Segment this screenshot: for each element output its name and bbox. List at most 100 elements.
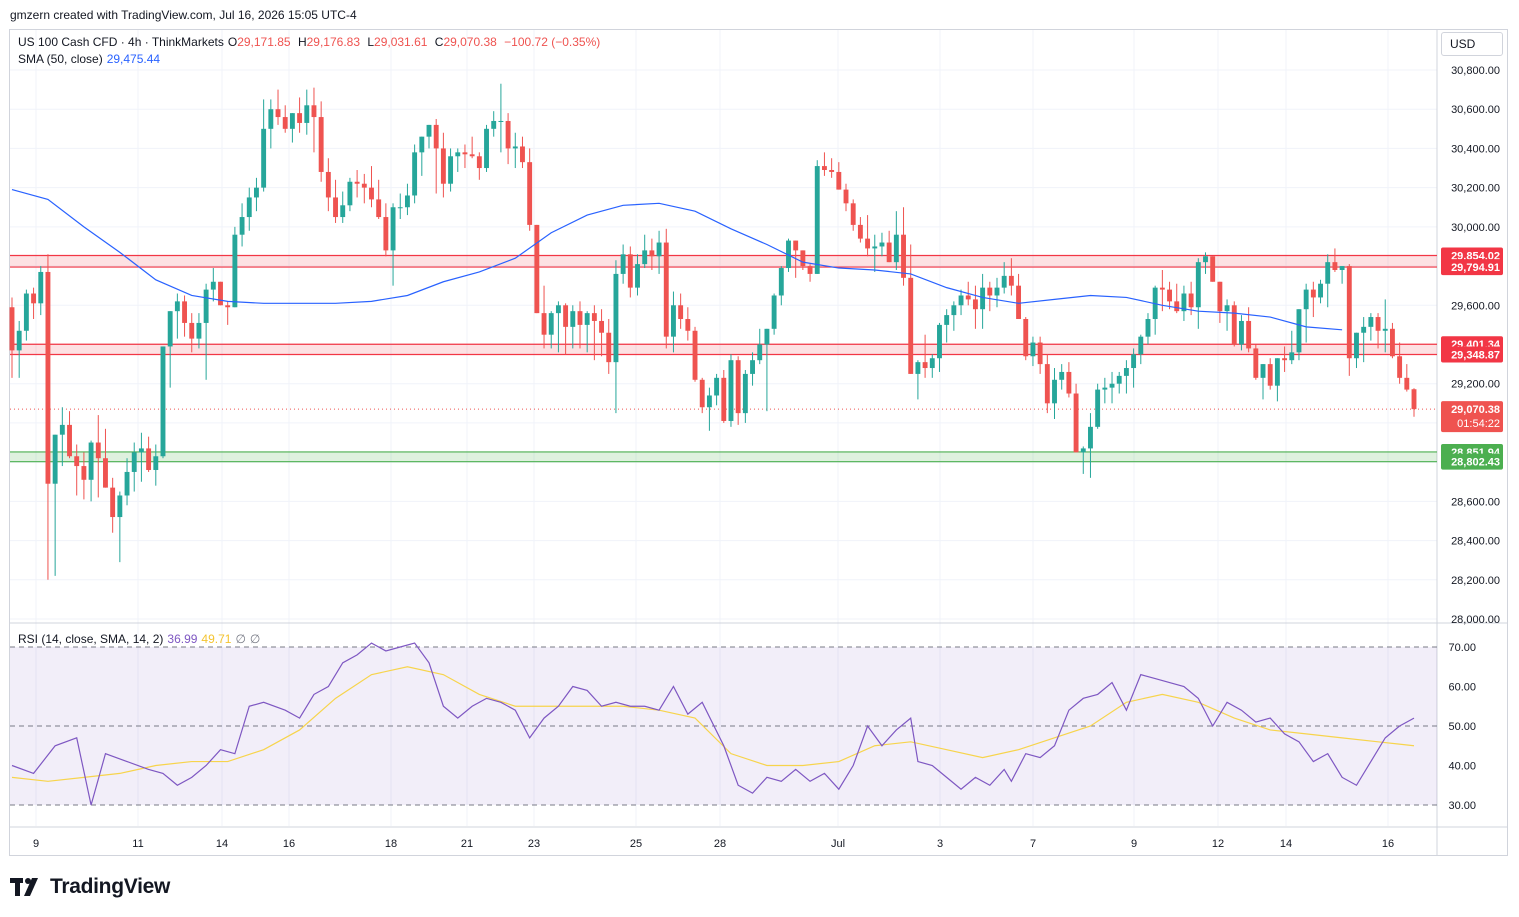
candle-body — [426, 124, 432, 137]
symbol-legend[interactable]: US 100 Cash CFD · 4h · ThinkMarkets O29,1… — [18, 35, 604, 49]
candle-body — [685, 319, 691, 331]
candle-body — [879, 242, 885, 247]
candle-body — [1131, 354, 1137, 369]
candle-body — [591, 313, 597, 321]
candle-body — [520, 146, 525, 163]
candle-body — [1059, 371, 1065, 380]
candle-body — [541, 313, 547, 335]
candle-body — [965, 295, 971, 300]
candle-body — [843, 189, 849, 204]
price-tick-label: 30,200.00 — [1451, 183, 1500, 195]
candle-body — [282, 117, 288, 129]
chart-frame — [9, 29, 1508, 856]
candle-body — [527, 162, 533, 225]
rsi-tick-label: 50.00 — [1448, 721, 1476, 733]
candle-body — [642, 250, 648, 265]
candle-body — [476, 156, 482, 169]
ohlc-l-label: L — [367, 35, 375, 49]
countdown-label: 01:54:22 — [1457, 418, 1500, 430]
candle-body — [254, 187, 259, 198]
currency-button[interactable]: USD — [1441, 32, 1503, 56]
candle-body — [440, 148, 446, 184]
candle-body — [67, 424, 72, 457]
candle-body — [778, 268, 784, 296]
candle-body — [850, 203, 856, 225]
candle-body — [88, 442, 94, 480]
candle-body — [1037, 342, 1043, 365]
candle-body — [1361, 326, 1367, 333]
candle-body — [1404, 377, 1410, 390]
candle-body — [886, 242, 892, 263]
candle-body — [1181, 293, 1187, 312]
level-zones — [10, 254, 1437, 463]
level-badge — [1441, 453, 1503, 470]
candle-body — [836, 171, 842, 190]
candle-body — [613, 273, 619, 363]
logo-text: TradingView — [50, 875, 171, 898]
candle-body — [31, 293, 37, 304]
candle-body — [994, 287, 1000, 296]
candle-body — [555, 305, 561, 314]
candle-body — [81, 466, 87, 480]
ohlc-h-value: 29,176.83 — [306, 35, 360, 49]
candle-body — [167, 311, 173, 347]
candle-body — [1411, 389, 1417, 410]
time-tick-label: 9 — [33, 838, 39, 850]
candle-body — [131, 452, 137, 472]
candle-body — [1274, 358, 1280, 386]
candle-body — [103, 458, 108, 488]
candle-body — [620, 254, 626, 274]
sma-legend[interactable]: SMA (50, close) 29,475.44 — [18, 52, 164, 66]
sma-label: SMA (50, close) — [18, 52, 103, 66]
candle-body — [38, 271, 44, 304]
candle-body — [721, 377, 727, 421]
rsi-legend[interactable]: RSI (14, close, SMA, 14, 2) 36.99 49.71 ∅ ∅ — [18, 632, 264, 646]
tradingview-logo-icon — [10, 878, 38, 896]
candle-body — [893, 234, 899, 263]
candle-body — [857, 224, 863, 239]
candle-body — [498, 120, 504, 122]
candle-body — [793, 240, 799, 251]
candle-body — [182, 301, 187, 323]
candle-body — [757, 344, 763, 361]
rsi-value: 36.99 — [167, 632, 198, 646]
candle-body — [1267, 364, 1273, 386]
price-tick-label: 29,200.00 — [1451, 379, 1500, 391]
candle-body — [318, 117, 324, 172]
price-axis: 28,000.00 28,200.00 28,400.00 28,600.00 28,8… — [1441, 65, 1503, 812]
candle-body — [1210, 256, 1216, 282]
candle-body — [361, 183, 367, 188]
candle-body — [1195, 262, 1201, 308]
candle-body — [448, 156, 454, 184]
candle-body — [232, 234, 238, 308]
candle-body — [656, 242, 662, 257]
rsi-tick-label: 30.00 — [1448, 800, 1476, 812]
candle-body — [937, 324, 942, 359]
candle-body — [404, 195, 410, 208]
time-tick-label: 3 — [937, 838, 943, 850]
time-tick-label: 16 — [283, 838, 295, 850]
time-tick-label: 28 — [714, 838, 726, 850]
candle-body — [1188, 293, 1194, 308]
candle-body — [469, 154, 475, 157]
candle-body — [929, 358, 935, 369]
last-price-label: 29,070.38 — [1451, 404, 1500, 416]
candle-body — [74, 456, 80, 467]
candle-body — [570, 311, 576, 327]
candle-body — [922, 362, 928, 369]
time-tick-label: 16 — [1382, 838, 1394, 850]
candle-body — [9, 307, 15, 351]
candle-body — [599, 320, 605, 333]
candle-body — [246, 197, 252, 218]
candle-body — [218, 281, 223, 306]
time-tick-label: 14 — [1280, 838, 1292, 850]
candle-body — [807, 266, 813, 274]
candle-body — [347, 181, 353, 206]
candle-body — [45, 271, 51, 484]
candle-body — [1016, 285, 1022, 320]
candle-body — [153, 456, 159, 470]
candle-body — [95, 442, 101, 459]
tradingview-logo[interactable]: TradingView — [10, 874, 170, 900]
sma-line — [11, 189, 1343, 331]
